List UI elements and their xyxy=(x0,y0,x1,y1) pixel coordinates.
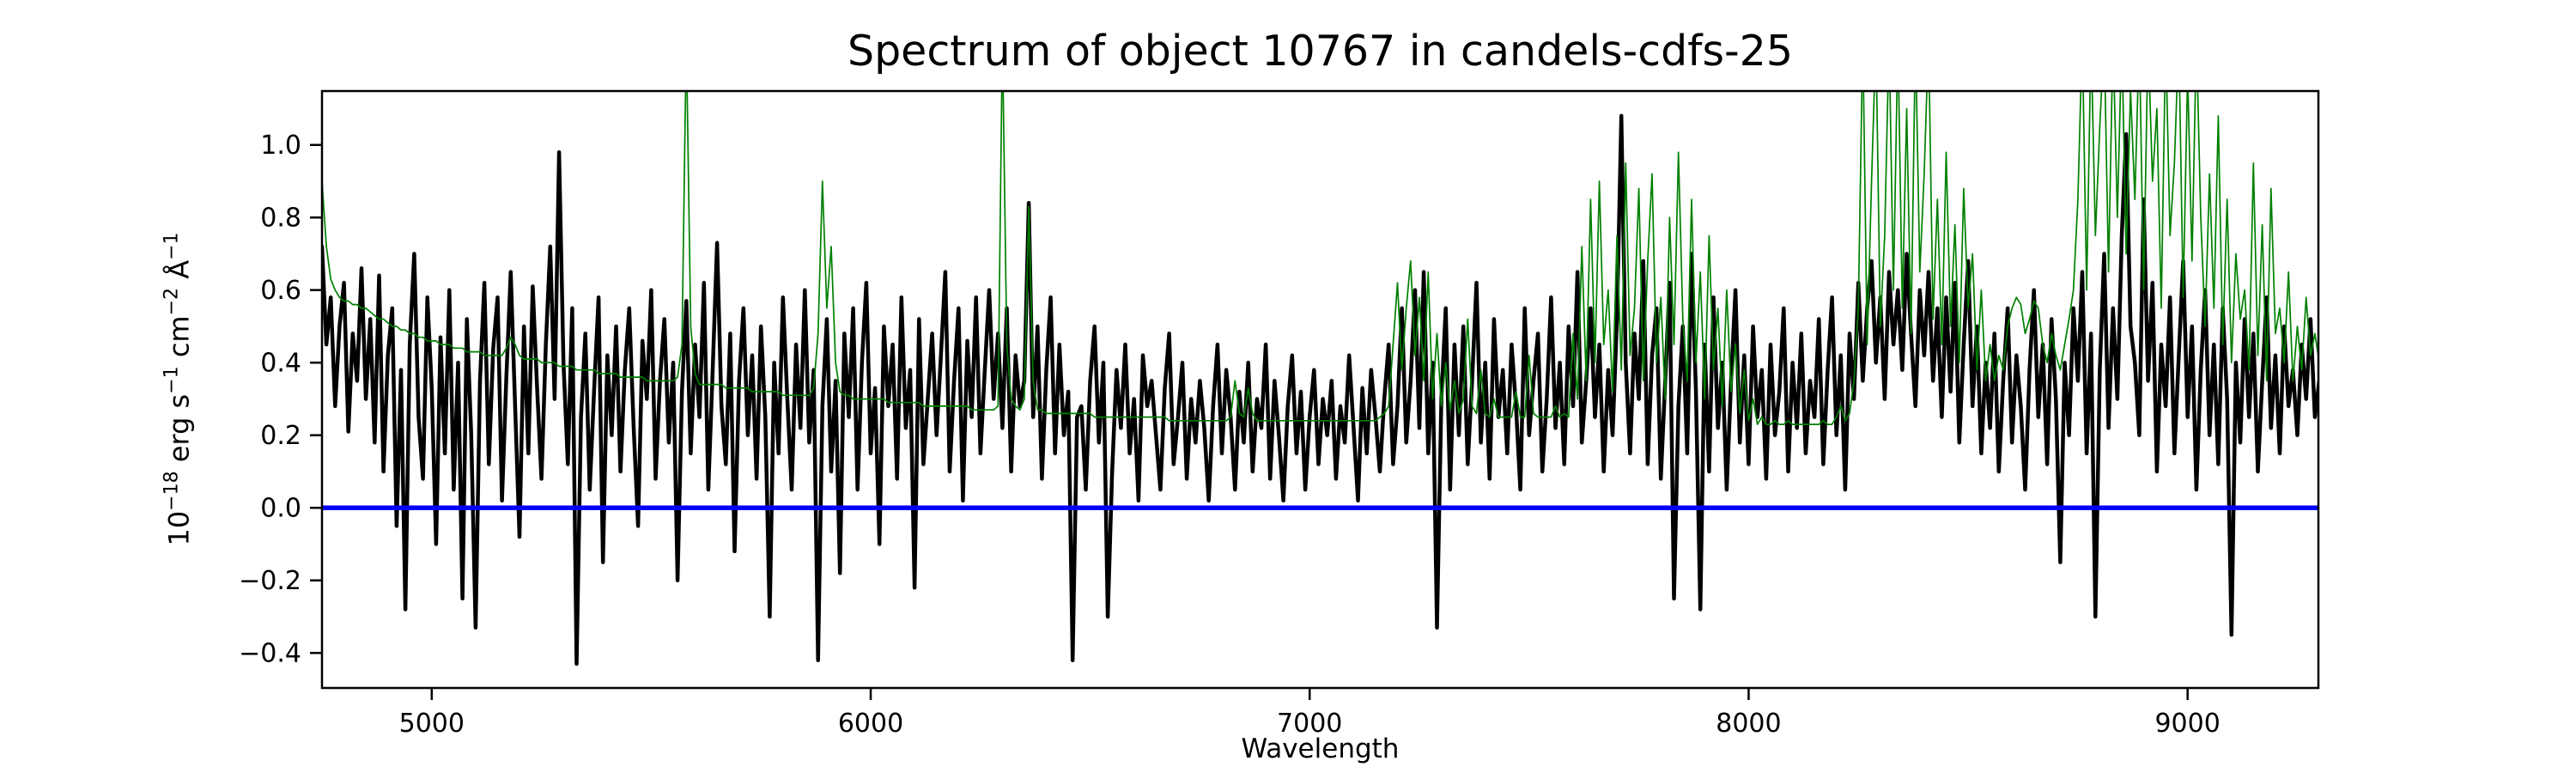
y-tick-label: 0.8 xyxy=(260,204,301,234)
y-tick-label: 0.2 xyxy=(260,421,301,451)
y-tick-label: −0.4 xyxy=(239,639,301,669)
x-tick-label: 5000 xyxy=(399,709,465,739)
series-sky-noise-spectrum xyxy=(322,91,2318,425)
y-tick-label: −0.2 xyxy=(239,566,301,596)
x-tick-label: 7000 xyxy=(1277,709,1342,739)
x-axis-label: Wavelength xyxy=(1241,733,1400,764)
series-observed-spectrum xyxy=(322,113,2318,666)
y-tick-label: 0.6 xyxy=(260,276,301,306)
plot-frame xyxy=(320,89,2320,690)
y-tick-label: 1.0 xyxy=(260,131,301,161)
x-tick-label: 8000 xyxy=(1716,709,1781,739)
x-tick-label: 6000 xyxy=(838,709,903,739)
chart-title: Spectrum of object 10767 in candels-cdfs… xyxy=(847,27,1794,76)
y-tick-label: 0.4 xyxy=(260,349,301,379)
y-tick-label: 0.0 xyxy=(260,494,301,524)
x-tick-label: 9000 xyxy=(2154,709,2220,739)
